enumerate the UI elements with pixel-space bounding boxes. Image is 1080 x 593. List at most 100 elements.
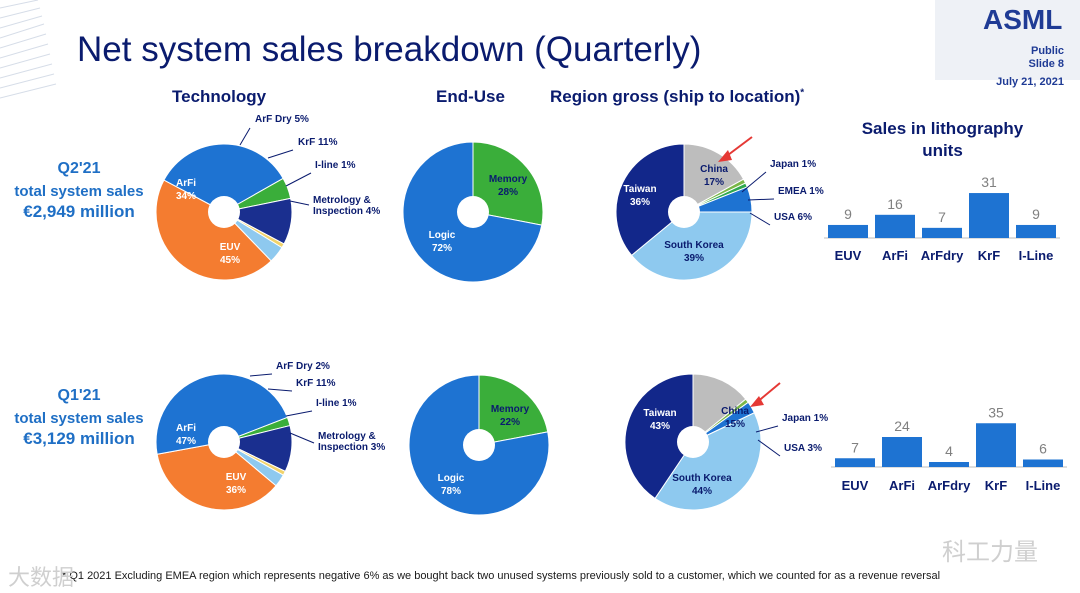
pie-label-name: Memory	[490, 404, 530, 415]
pie-label-name: South Korea	[672, 473, 732, 484]
bar-krf-3	[969, 193, 1009, 238]
leader-line-krf-0	[267, 149, 294, 159]
pie-hole-5	[463, 429, 495, 461]
pie-callout-text: EMEA 1%	[778, 186, 824, 197]
pie-callout-japan-2: Japan 1%	[770, 159, 816, 170]
pie-label-pct: 44%	[691, 486, 712, 497]
leader-line-i-line-0	[285, 172, 312, 187]
q2-amount: €2,949 million	[23, 202, 135, 221]
page-title: Net system sales breakdown (Quarterly)	[77, 30, 702, 69]
footnote: * Q1 2021 Excluding EMEA region which re…	[62, 570, 941, 582]
watermark-left: 大数据	[8, 565, 75, 590]
bar-value-arfdry-7: 4	[945, 443, 953, 459]
pie-label-name: Taiwan	[623, 184, 657, 195]
pie-callout-text: Japan 1%	[770, 159, 817, 170]
pie-callout-metrology-inspection-0: Metrology & Inspection 4%	[313, 195, 380, 217]
slide-number: Slide 8	[1028, 58, 1064, 70]
bar-value-euv-3: 9	[844, 206, 852, 222]
pie-label-euv-0: EUV 45%	[200, 241, 260, 267]
bar-arfi-7	[882, 437, 922, 467]
pie-label-name: EUV	[225, 472, 247, 483]
bar-category-euv-3: EUV	[835, 248, 862, 263]
red-arrowhead-q1	[750, 396, 764, 407]
header-region-footnote-mark: *	[800, 87, 805, 99]
pie-label-name: China	[721, 406, 749, 417]
bar-i-line-3	[1016, 224, 1056, 238]
pie-label-logic-5: Logic 78%	[421, 472, 481, 498]
q1-amount: €3,129 million	[23, 429, 135, 448]
pie-label-pct: 28%	[497, 187, 518, 198]
pie-callout-text: I-line 1%	[316, 398, 357, 409]
pie-label-name: ArFi	[176, 423, 196, 434]
pie-label-pct: 45%	[219, 255, 240, 266]
pie-label-name: Logic	[428, 230, 456, 241]
bar-value-arfi-3: 16	[887, 196, 903, 212]
pie-hole-0	[208, 196, 240, 228]
bar-arfi-3	[875, 214, 915, 238]
pie-slice-metrology-inspection-0	[223, 211, 283, 262]
pie-callout-text: Japan 1%	[782, 413, 829, 424]
pie-callout-metrology-inspection-4: Metrology & Inspection 3%	[318, 431, 385, 453]
pie-label-china-2: China 17%	[684, 163, 744, 189]
leader-line-japan-6	[755, 425, 779, 433]
pie-hole-1	[457, 196, 489, 228]
pie-hole-4	[208, 426, 240, 458]
pie-callout-emea-2: EMEA 1%	[778, 186, 824, 197]
pie-callout-text: Metrology &	[313, 195, 371, 206]
leader-line-arf-dry-0	[239, 127, 251, 146]
pie-callout-text: USA 3%	[784, 443, 822, 454]
q2-total-label: total system sales	[14, 183, 144, 200]
bar-category-arfdry-7: ArFdry	[928, 478, 971, 493]
pie-label-arfi-0: ArFi 34%	[156, 177, 216, 203]
pie-callout-text: KrF 11%	[296, 378, 336, 389]
bar-euv-7	[835, 458, 875, 467]
asml-logo: ASML	[983, 4, 1063, 35]
bar-value-arfdry-3: 7	[938, 209, 946, 225]
pie-slice-arfi-4	[155, 373, 289, 455]
pie-label-pct: 47%	[175, 436, 196, 447]
pie-callout-japan-6: Japan 1%	[782, 413, 828, 424]
pie-slice-china-2	[683, 143, 745, 213]
bar-arfdry-3	[922, 227, 962, 238]
q2-label: Q2'21	[57, 160, 101, 177]
bar-category-i-line-3: I-Line	[1019, 248, 1054, 263]
bar-category-arfdry-3: ArFdry	[921, 248, 964, 263]
pie-label-memory-1: Memory 28%	[478, 173, 538, 199]
pie-slice-taiwan-2	[615, 143, 685, 257]
header-region-text: Region gross (ship to location)	[550, 87, 801, 106]
pie-callout-i-line-0: I-line 1%	[315, 160, 356, 171]
pie-slice-metrology-inspection-4	[223, 441, 285, 487]
leader-line-arf-dry-4	[249, 373, 273, 377]
pie-label-name: ArFi	[176, 178, 196, 189]
pie-label-south-korea-6: South Korea 44%	[672, 472, 732, 498]
pie-slice-euv-4	[156, 441, 277, 511]
pie-callout-text2: Inspection 3%	[318, 442, 386, 453]
bar-category-arfi-7: ArFi	[889, 478, 915, 493]
pie-label-name: Logic	[437, 473, 465, 484]
logo-panel	[935, 0, 1080, 80]
pie-label-euv-4: EUV 36%	[206, 471, 266, 497]
pie-label-taiwan-6: Taiwan 43%	[630, 407, 690, 433]
bar-value-i-line-3: 9	[1032, 206, 1040, 222]
pie-label-pct: 39%	[683, 253, 704, 264]
leader-line-usa-6	[757, 439, 781, 457]
pie-callout-text: Metrology &	[318, 431, 376, 442]
pie-label-pct: 22%	[499, 417, 520, 428]
pie-label-name: South Korea	[664, 240, 724, 251]
pie-callout-arf-dry-0: ArF Dry 5%	[255, 114, 309, 125]
leader-line-metrology-inspection-4	[289, 432, 315, 444]
pie-label-name: China	[700, 164, 728, 175]
bar-value-krf-3: 31	[981, 174, 997, 190]
pie-label-pct: 17%	[703, 177, 724, 188]
pie-label-pct: 34%	[175, 191, 196, 202]
pie-label-name: Taiwan	[643, 408, 677, 419]
red-arrowhead-q2	[718, 150, 732, 162]
leader-line-i-line-4	[285, 410, 313, 417]
leader-line-emea-2	[747, 198, 775, 201]
header-sales-units: Sales in lithography units	[830, 118, 1055, 162]
pie-callout-arf-dry-4: ArF Dry 2%	[276, 361, 330, 372]
bar-krf-7	[976, 423, 1016, 467]
pie-slice-memory-1	[472, 141, 544, 226]
pie-callout-usa-6: USA 3%	[784, 443, 822, 454]
